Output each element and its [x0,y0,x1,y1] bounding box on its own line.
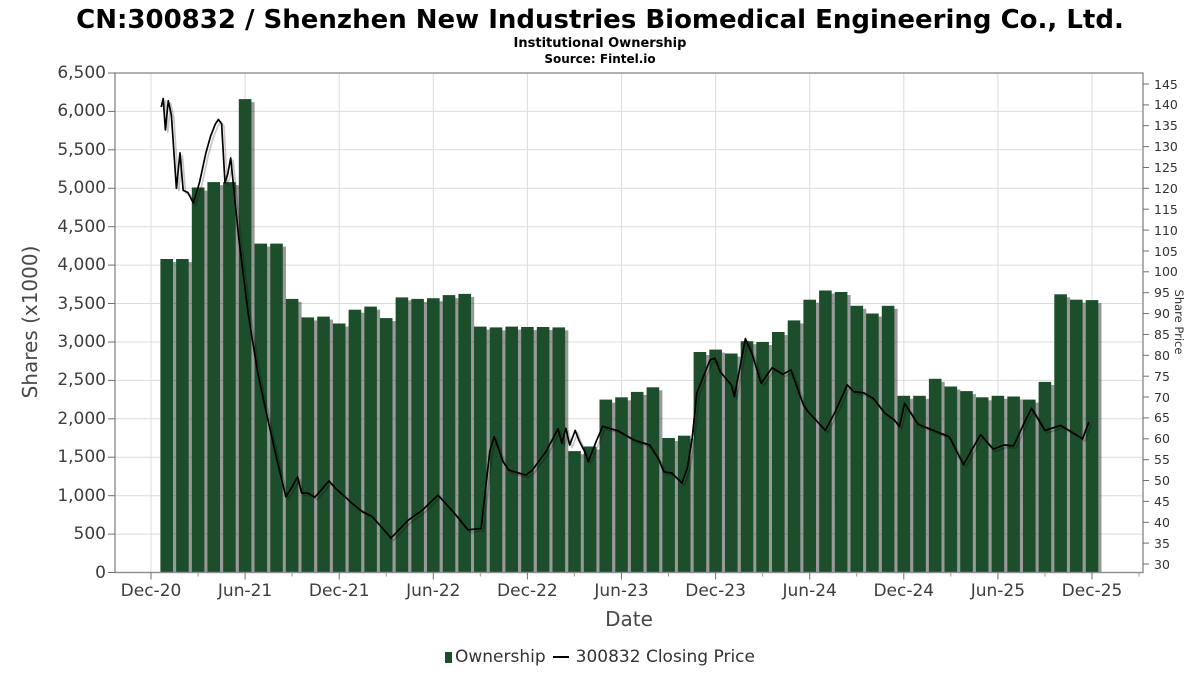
y-right-tick-label: 140 [1154,97,1178,113]
x-tick-label: Dec-24 [873,581,935,601]
x-tick-label: Jun-25 [970,581,1026,601]
y-right-tick-label: 125 [1154,160,1178,175]
y-right-tick-label: 40 [1154,514,1170,530]
chart-title: CN:300832 / Shenzhen New Industries Biom… [76,5,1124,35]
y-left-tick-label: 2,000 [57,408,106,429]
x-tick-label: Dec-22 [497,581,558,601]
y-axis-ticks-right: 30 35 40 45 50 55 60 65 70 75 80 85 90 95 100 105 110 115… [1154,0,1200,675]
y-right-tick-label: 110 [1154,222,1178,238]
legend-bar-swatch-icon [445,651,452,663]
y-right-tick-label: 35 [1154,535,1170,551]
y-right-tick-label: 80 [1154,347,1170,363]
y-left-tick-label: 6,000 [57,101,106,122]
legend-line-swatch-icon [552,656,569,658]
x-tick-label: Jun-23 [594,581,649,601]
y-left-tick-label: 2,500 [57,370,106,391]
y-right-tick-label: 100 [1154,264,1178,280]
chart-source-label: Source: Fintel.io [544,52,656,66]
y-left-tick-label: 5,500 [57,139,106,160]
y-left-tick-label: 3,000 [57,332,106,352]
x-tick-label: Dec-21 [308,581,370,601]
y-left-tick-label: 0 [95,562,106,583]
x-tick-label: Dec-20 [120,581,182,601]
x-tick-label: Dec-23 [685,581,746,601]
y-left-tick-label: 3,500 [57,293,106,314]
y-right-tick-label: 145 [1154,76,1178,92]
y-right-tick-label: 75 [1154,368,1170,384]
y-right-tick-label: 60 [1154,431,1170,447]
legend-ownership-label: Ownership [455,647,546,667]
y-right-tick-label: 135 [1154,118,1178,134]
y-left-tick-label: 5,000 [57,178,106,199]
x-tick-label: Jun-22 [406,581,461,601]
y-right-tick-label: 30 [1154,556,1170,572]
y-right-tick-label: 120 [1154,180,1178,196]
y-left-tick-label: 4,000 [57,255,106,276]
y-right-tick-label: 50 [1154,473,1170,488]
x-tick-label: Jun-24 [782,581,837,601]
y-axis-ticks-left: 0 500 1,000 1,500 2,000 2,500 3,000 3,500 4,000 4… [0,0,106,675]
y-right-tick-label: 130 [1154,139,1178,155]
y-right-tick-label: 115 [1154,201,1178,217]
y-left-tick-label: 1,500 [57,447,106,468]
y-left-tick-label: 4,500 [57,216,106,237]
y-right-tick-label: 90 [1154,306,1170,322]
y-right-tick-label: 105 [1154,243,1178,259]
y-right-tick-label: 70 [1154,389,1170,405]
legend-price-label: 300832 Closing Price [575,647,755,667]
chart-subtitle: Institutional Ownership [513,36,687,51]
y-right-tick-label: 65 [1154,410,1170,426]
y-right-tick-label: 45 [1154,493,1170,509]
y-left-tick-label: 500 [73,524,106,545]
x-tick-label: Dec-25 [1061,581,1123,601]
y-right-tick-label: 95 [1154,285,1170,301]
y-left-tick-label: 6,500 [57,63,106,83]
x-axis-ticks: Dec-20 Jun-21 Dec-21 Jun-22 Dec-22 Jun-23 Dec-… [0,581,1200,605]
y-left-tick-label: 1,000 [57,485,106,506]
y-right-tick-label: 55 [1154,452,1170,468]
x-axis-label: Date [605,607,653,631]
y-right-tick-label: 85 [1154,326,1170,342]
x-tick-label: Jun-21 [217,581,273,601]
legend: Ownership 300832 Closing Price [0,647,1200,667]
